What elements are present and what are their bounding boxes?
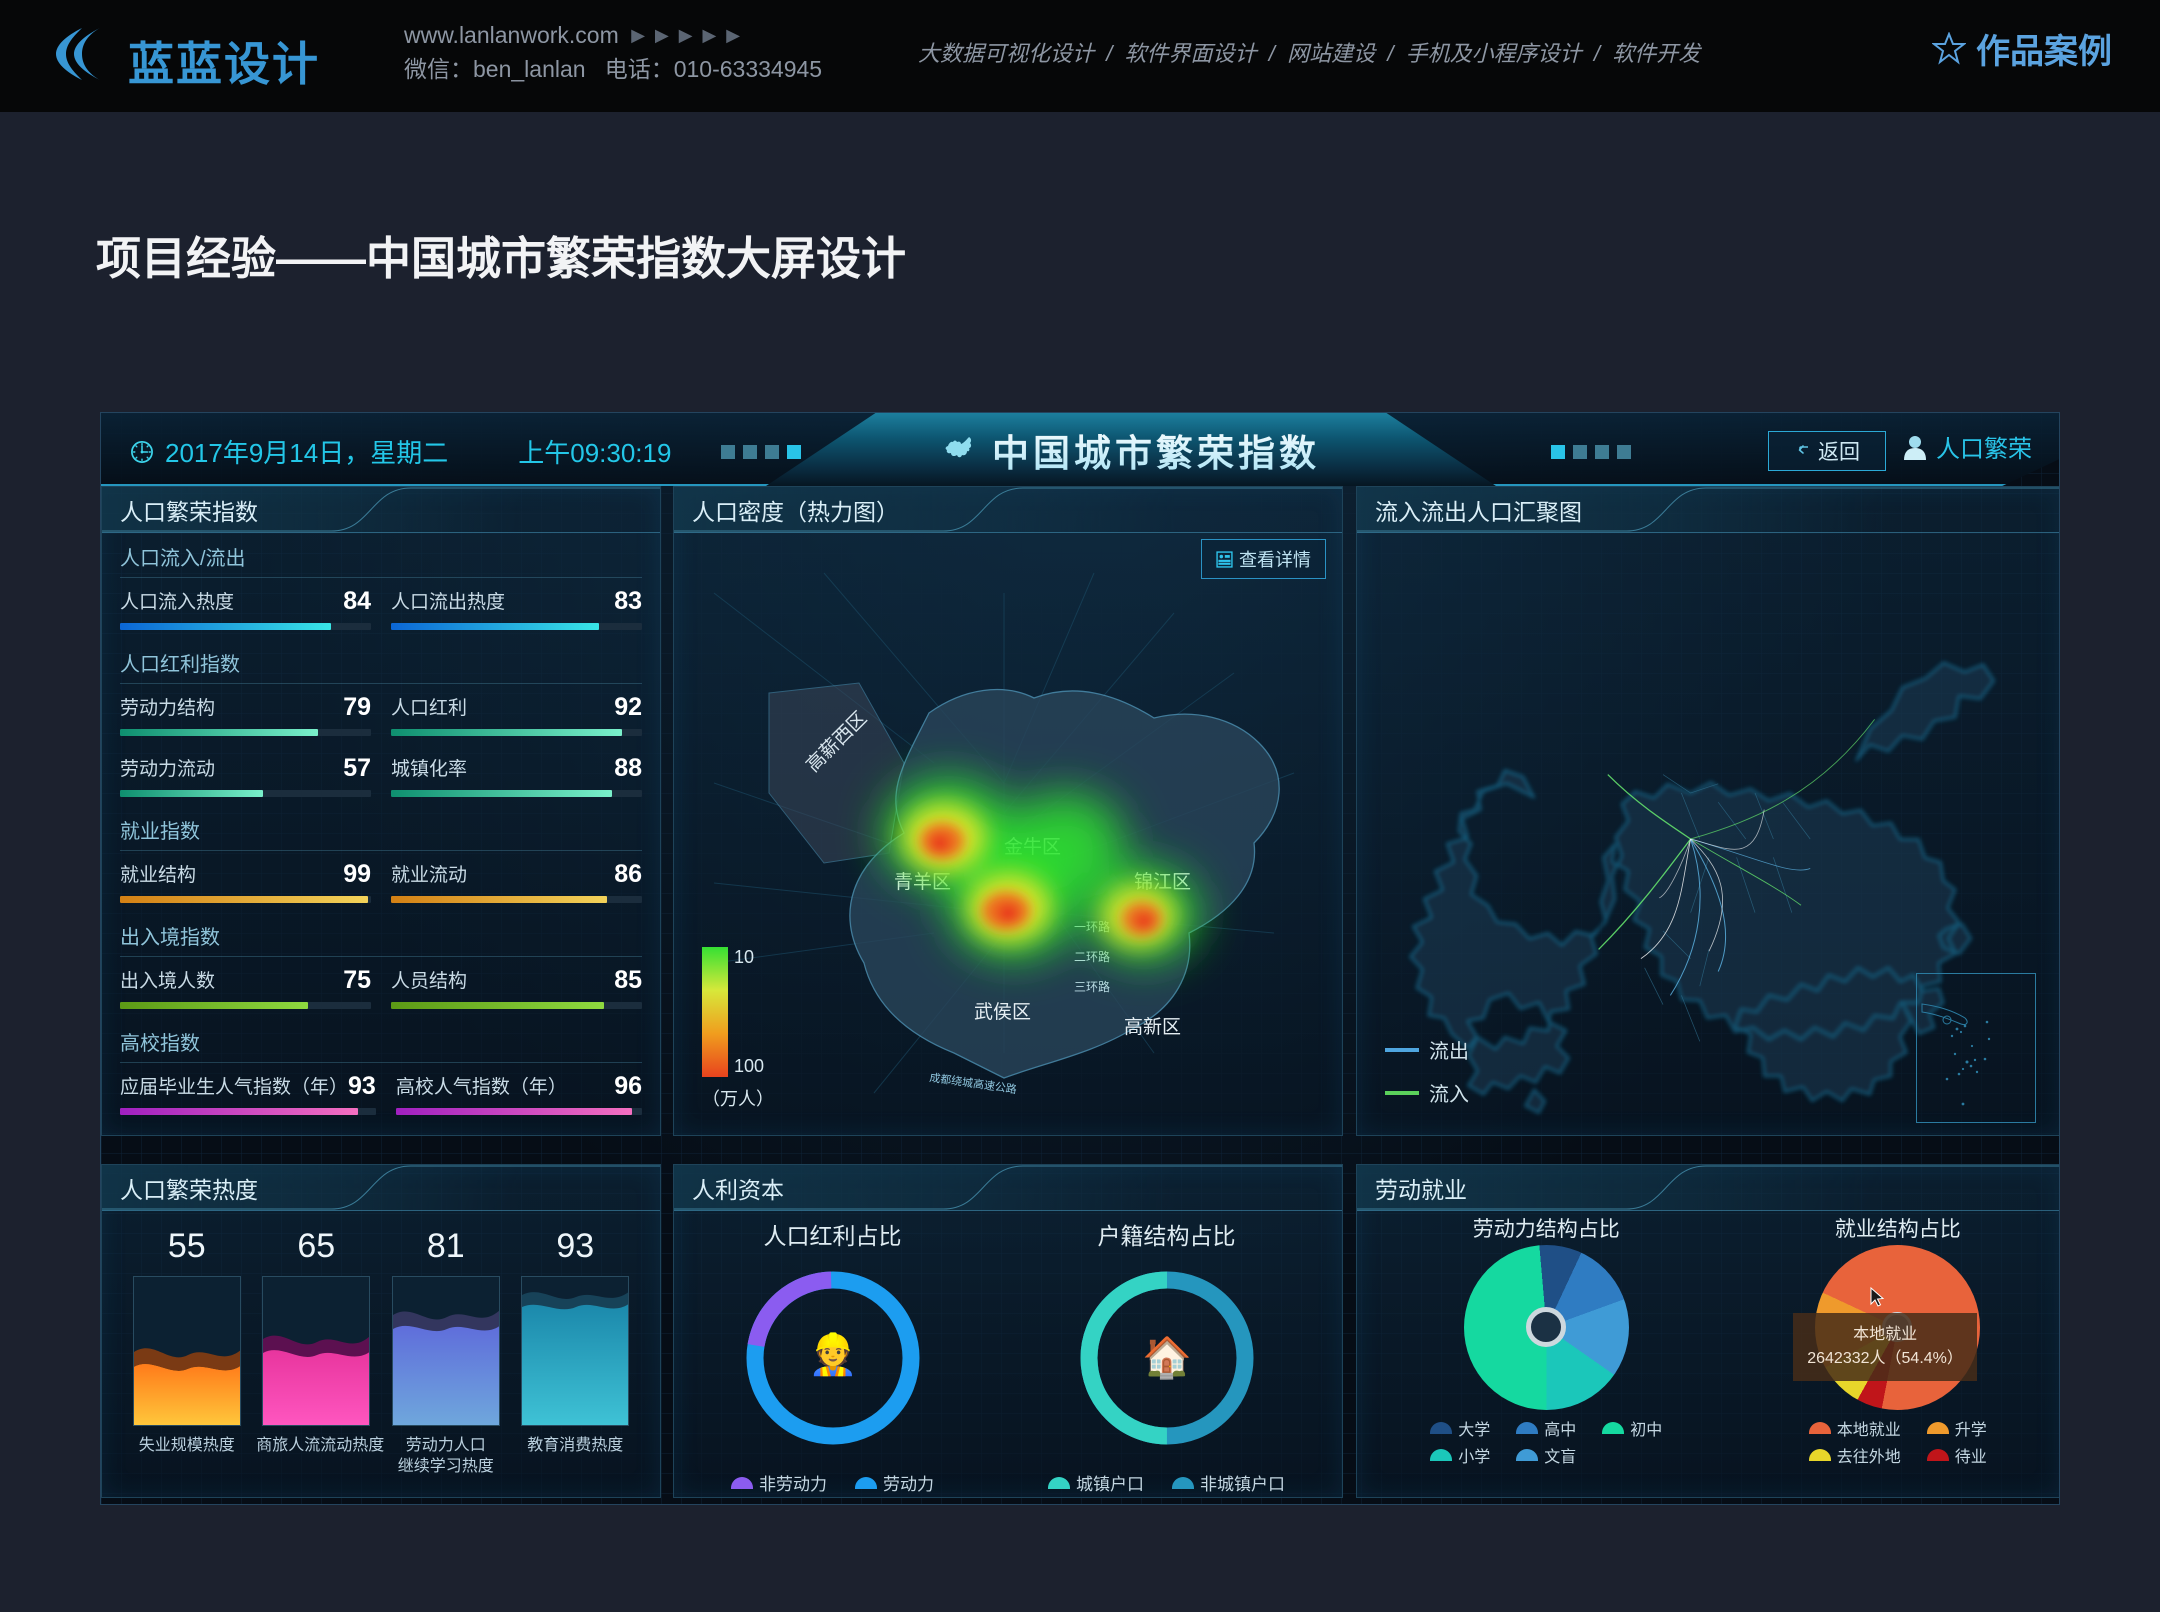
svg-text:三环路: 三环路 xyxy=(1074,979,1110,994)
svg-text:高新区: 高新区 xyxy=(1124,1016,1181,1038)
svg-text:武侯区: 武侯区 xyxy=(974,1001,1031,1023)
svg-text:👷: 👷 xyxy=(808,1331,858,1377)
svg-text:二环路: 二环路 xyxy=(1074,949,1110,964)
svg-text:🏠: 🏠 xyxy=(1142,1336,1192,1380)
